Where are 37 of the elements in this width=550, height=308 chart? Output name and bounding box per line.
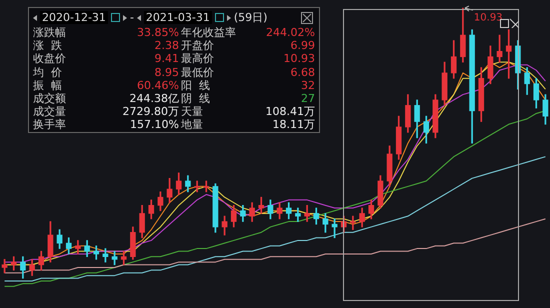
- annotation: 均 价: [33, 66, 62, 79]
- annotation: 2.38: [154, 39, 179, 52]
- annotation: 32: [301, 78, 315, 92]
- annotation: 60.46%: [137, 78, 179, 92]
- annotation: 8.95: [154, 66, 179, 79]
- annotation: 157.10%: [130, 118, 179, 132]
- annotation: (59日): [234, 10, 268, 25]
- annotation: 最低价: [181, 66, 214, 79]
- annotation: 6.68: [290, 66, 315, 79]
- annotation: 6.99: [290, 39, 315, 52]
- annotation: -: [130, 11, 134, 24]
- annotation: 2729.80万: [122, 105, 179, 118]
- annotation: 10.93: [284, 52, 315, 66]
- annotation: 阳 线: [181, 78, 210, 92]
- annotation: 2020-12-31: [40, 11, 108, 24]
- annotation: 换手率: [33, 118, 66, 132]
- annotation: 阴 线: [181, 92, 210, 105]
- annotation: 2021-03-31: [144, 11, 212, 24]
- annotation: 27: [301, 92, 315, 105]
- annotation: 244.02%: [266, 26, 315, 39]
- annotation: 成交额: [33, 92, 66, 105]
- annotation: 9.41: [154, 52, 179, 66]
- annotation: 地量: [181, 118, 203, 132]
- annotation: 涨跌幅: [33, 26, 66, 39]
- annotation: 年化收益率: [181, 26, 236, 39]
- annotation: 天量: [181, 105, 203, 118]
- annotation: 10.93: [474, 12, 503, 24]
- annotation: 244.38亿: [130, 92, 179, 105]
- annotation: 108.41万: [266, 105, 315, 118]
- annotation: 振 幅: [33, 78, 62, 92]
- annotation: 开盘价: [181, 39, 214, 52]
- annotation: 18.11万: [272, 118, 315, 132]
- annotation: 收盘价: [33, 52, 66, 66]
- annotation: 涨 跌: [33, 39, 62, 52]
- annotation: 33.85%: [137, 26, 179, 39]
- annotation: 成交量: [33, 105, 66, 118]
- annotation: 最高价: [181, 52, 214, 66]
